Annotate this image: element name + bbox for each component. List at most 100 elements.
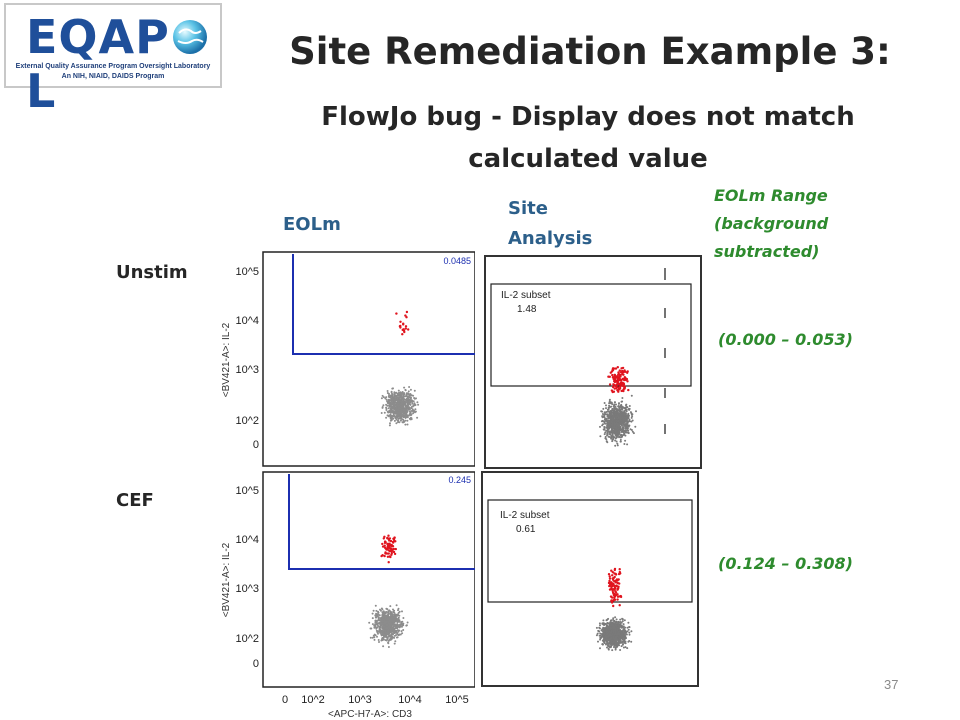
dot xyxy=(622,418,625,420)
y-tick-label: 10^2 xyxy=(235,633,259,645)
dot xyxy=(622,370,625,374)
dot xyxy=(392,625,395,628)
dot xyxy=(610,389,614,392)
dot xyxy=(390,552,393,555)
dot xyxy=(626,370,629,373)
gate-boundary xyxy=(288,474,475,570)
dot xyxy=(394,411,397,414)
dot xyxy=(386,608,389,611)
dot xyxy=(404,325,408,328)
dot xyxy=(619,378,622,382)
dot xyxy=(612,635,615,638)
dot xyxy=(610,581,613,584)
dot xyxy=(388,424,391,427)
dot xyxy=(390,405,393,408)
dot xyxy=(622,646,625,649)
dot xyxy=(398,633,401,636)
dot xyxy=(399,326,402,329)
dot xyxy=(608,577,612,580)
header-eolm: EOLm xyxy=(283,214,341,235)
dot xyxy=(368,621,371,624)
dot xyxy=(398,391,400,394)
dot xyxy=(602,626,605,629)
dot xyxy=(393,400,396,403)
dot xyxy=(635,410,637,413)
dot xyxy=(395,620,398,622)
dot xyxy=(607,419,610,422)
dot xyxy=(615,425,618,427)
dot xyxy=(392,608,394,611)
dot xyxy=(377,611,380,614)
dot xyxy=(624,434,627,437)
dot xyxy=(600,420,603,423)
dot xyxy=(378,641,380,643)
dot xyxy=(630,394,633,397)
dot xyxy=(614,590,617,593)
dot xyxy=(394,613,397,616)
dot xyxy=(603,420,606,423)
dot xyxy=(389,396,392,399)
dot xyxy=(386,548,389,551)
eolm-plot-cef: <BV421-A>: IL-2 10^5 10^4 10^3 10^2 0 0 … xyxy=(221,471,475,720)
dot xyxy=(387,613,390,616)
dot xyxy=(388,617,391,620)
dot xyxy=(618,402,620,405)
dot xyxy=(613,638,616,641)
dot xyxy=(383,554,386,558)
dot xyxy=(389,422,391,425)
dot xyxy=(405,392,408,395)
dot xyxy=(381,638,383,640)
dot xyxy=(610,569,613,572)
dot xyxy=(605,643,607,646)
dot xyxy=(377,617,380,620)
dot xyxy=(408,402,411,405)
dot xyxy=(612,376,616,379)
dot xyxy=(407,328,410,331)
dot xyxy=(380,639,383,642)
dot xyxy=(627,621,630,624)
dot xyxy=(618,637,621,640)
dot xyxy=(381,619,384,622)
dot xyxy=(614,444,617,447)
dot xyxy=(390,407,393,410)
dot xyxy=(380,397,383,400)
y-tick-label: 0 xyxy=(253,658,259,670)
dot xyxy=(409,399,411,401)
dot xyxy=(614,423,617,426)
dot xyxy=(610,423,613,426)
dot xyxy=(602,619,605,622)
dot xyxy=(599,637,602,639)
dot xyxy=(613,628,616,631)
dot xyxy=(405,310,409,314)
dot xyxy=(603,413,606,416)
dot xyxy=(616,428,619,431)
dot xyxy=(403,393,406,396)
dot xyxy=(610,405,613,408)
dot xyxy=(401,610,403,613)
dot xyxy=(377,622,380,625)
dot xyxy=(619,641,622,644)
dot xyxy=(611,430,614,433)
dot xyxy=(614,426,617,429)
dot xyxy=(380,607,383,610)
dot xyxy=(401,328,404,332)
dot xyxy=(613,595,616,599)
dot xyxy=(402,624,405,627)
dot xyxy=(372,609,375,612)
dot xyxy=(607,647,610,650)
dot xyxy=(630,416,633,419)
dot xyxy=(395,418,398,421)
dot xyxy=(405,316,408,319)
dot xyxy=(614,439,617,442)
dot xyxy=(606,624,609,627)
dot xyxy=(615,618,618,621)
dot xyxy=(612,415,615,417)
dot xyxy=(384,622,387,624)
dot xyxy=(627,414,630,417)
dot xyxy=(389,417,392,420)
dot xyxy=(374,614,377,617)
dot xyxy=(406,621,409,624)
dot xyxy=(402,622,405,625)
dot xyxy=(391,633,394,636)
dot xyxy=(401,400,404,403)
